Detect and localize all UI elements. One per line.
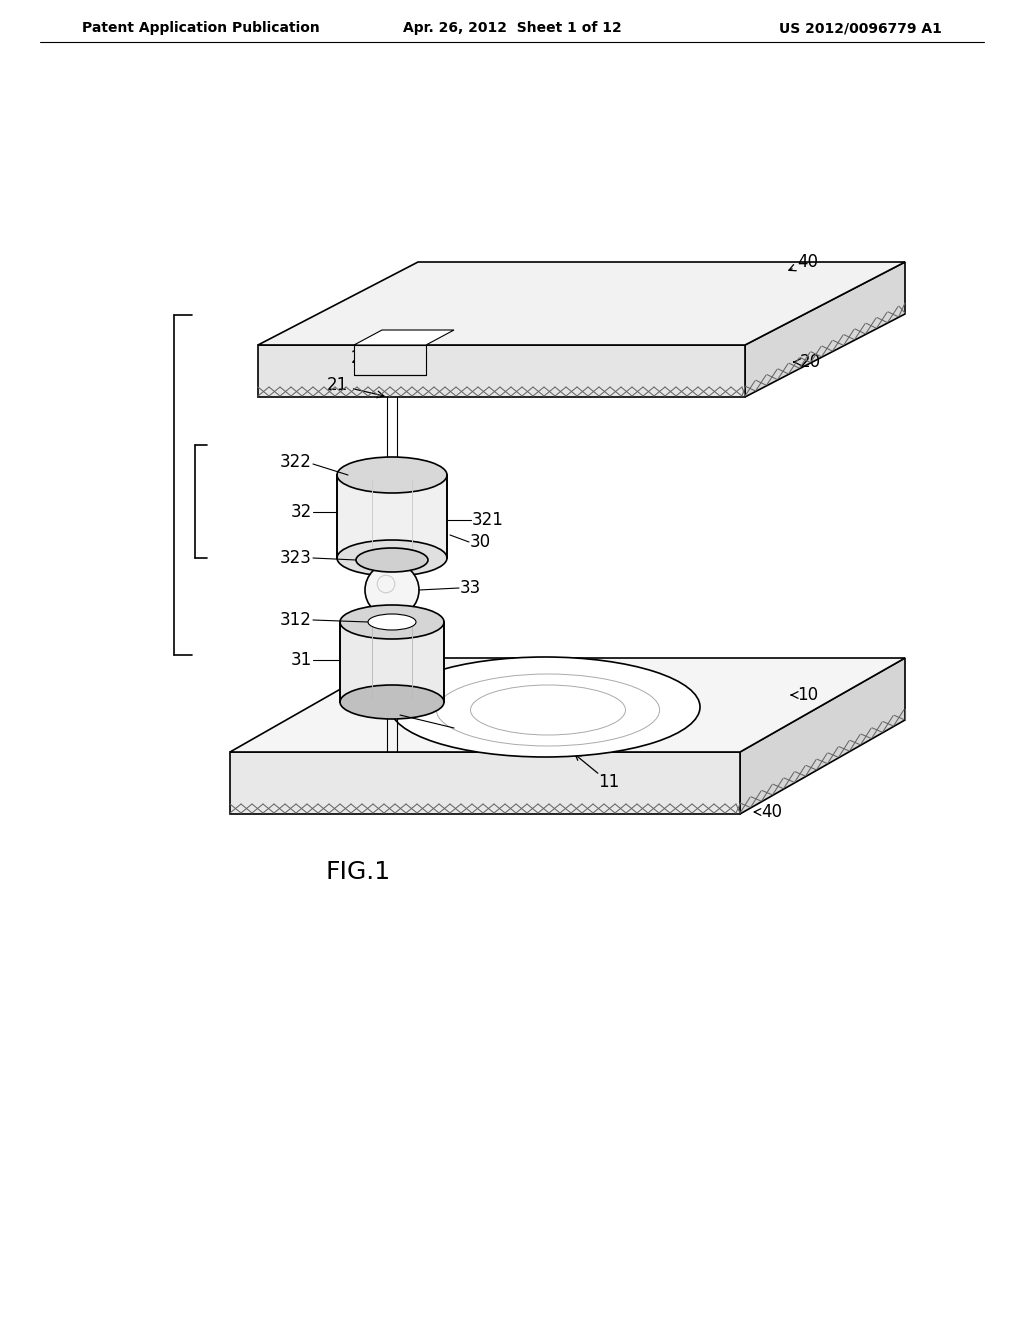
- Polygon shape: [258, 345, 745, 397]
- Text: Patent Application Publication: Patent Application Publication: [82, 21, 319, 36]
- Text: Apr. 26, 2012  Sheet 1 of 12: Apr. 26, 2012 Sheet 1 of 12: [402, 21, 622, 36]
- Polygon shape: [258, 261, 905, 345]
- Polygon shape: [740, 657, 905, 814]
- Text: 10: 10: [792, 686, 818, 704]
- Text: 312: 312: [281, 611, 312, 630]
- Circle shape: [365, 564, 419, 616]
- Text: FIG.1: FIG.1: [326, 861, 390, 884]
- Polygon shape: [340, 622, 444, 702]
- Text: 30: 30: [470, 533, 492, 550]
- Ellipse shape: [337, 457, 447, 492]
- Text: 22: 22: [351, 348, 403, 367]
- Text: 311: 311: [455, 719, 486, 737]
- Text: 323: 323: [281, 549, 312, 568]
- Text: 20: 20: [794, 352, 820, 371]
- Polygon shape: [337, 475, 447, 558]
- Text: 33: 33: [460, 579, 481, 597]
- Text: 32: 32: [291, 503, 312, 521]
- Polygon shape: [230, 657, 905, 752]
- Polygon shape: [230, 752, 740, 814]
- Text: 40: 40: [788, 253, 818, 271]
- Ellipse shape: [340, 605, 444, 639]
- Text: 40: 40: [754, 803, 782, 821]
- Polygon shape: [745, 261, 905, 397]
- Polygon shape: [354, 330, 454, 345]
- Ellipse shape: [356, 548, 428, 572]
- Ellipse shape: [390, 657, 700, 756]
- Ellipse shape: [340, 685, 444, 719]
- Text: 31: 31: [291, 651, 312, 669]
- Text: 21: 21: [327, 376, 384, 397]
- Text: US 2012/0096779 A1: US 2012/0096779 A1: [779, 21, 942, 36]
- Polygon shape: [354, 345, 426, 375]
- Text: 11: 11: [598, 774, 620, 791]
- Ellipse shape: [366, 549, 418, 568]
- Text: 321: 321: [472, 511, 504, 529]
- Ellipse shape: [337, 540, 447, 576]
- Text: 322: 322: [281, 453, 312, 471]
- Ellipse shape: [368, 614, 416, 630]
